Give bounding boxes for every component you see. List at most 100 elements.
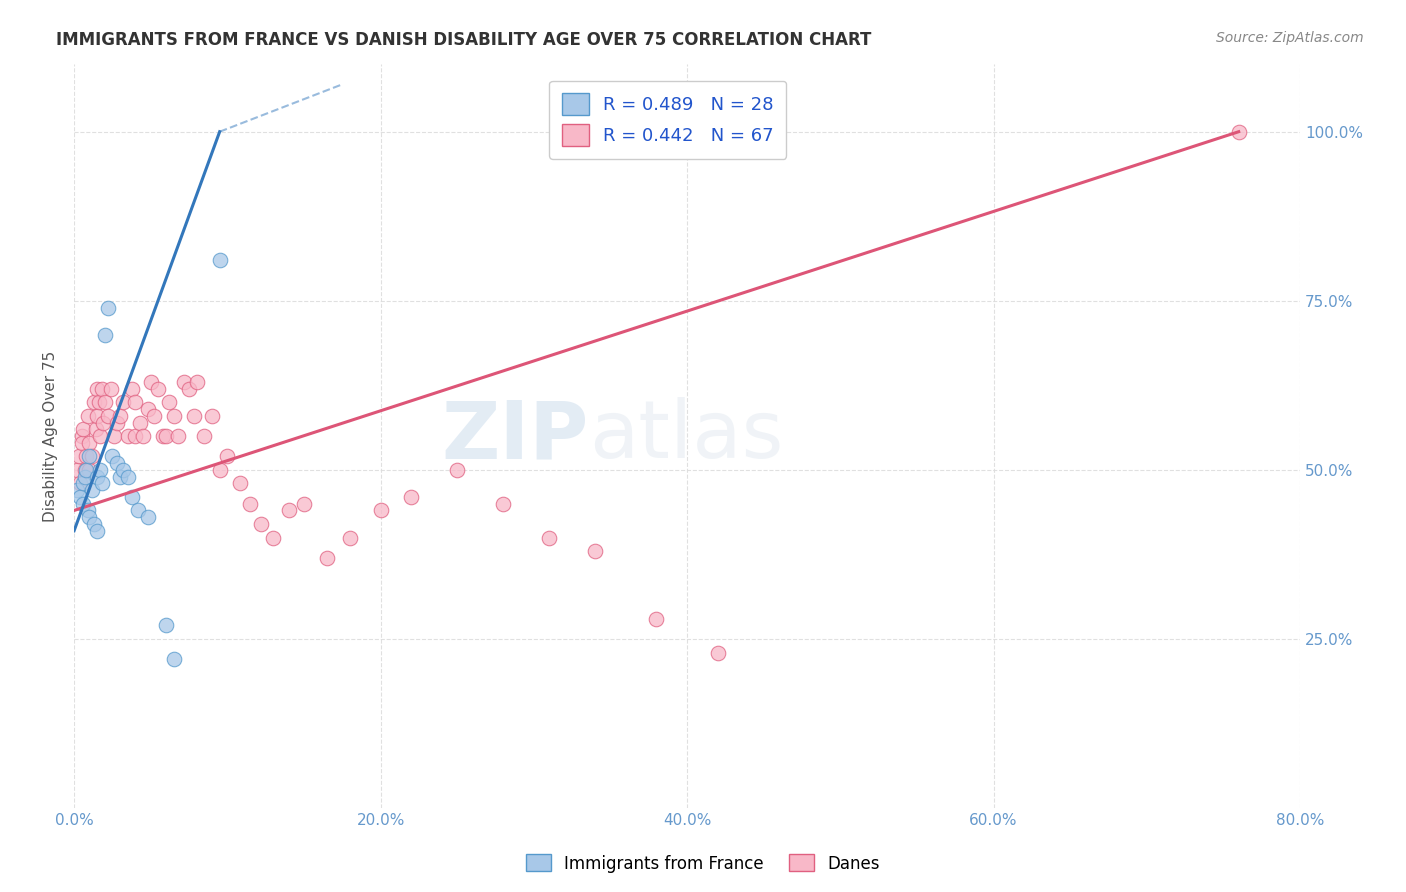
Point <box>69 490 91 504</box>
Point <box>1227 125 1250 139</box>
Point <box>86 524 108 538</box>
Point <box>97 409 120 423</box>
Point <box>112 463 135 477</box>
Point <box>124 395 146 409</box>
Point <box>136 402 159 417</box>
Text: Source: ZipAtlas.com: Source: ZipAtlas.com <box>1216 31 1364 45</box>
Point <box>706 646 728 660</box>
Point <box>93 327 115 342</box>
Point <box>72 497 94 511</box>
Point <box>316 550 339 565</box>
Point <box>370 503 392 517</box>
Point <box>87 395 110 409</box>
Point <box>127 503 149 517</box>
Point <box>399 490 422 504</box>
Legend: Immigrants from France, Danes: Immigrants from France, Danes <box>519 847 887 880</box>
Point <box>132 429 155 443</box>
Point <box>177 382 200 396</box>
Point <box>228 476 250 491</box>
Point <box>136 510 159 524</box>
Point <box>157 395 180 409</box>
Point <box>105 456 128 470</box>
Point <box>82 483 104 498</box>
Point <box>124 429 146 443</box>
Point <box>90 476 112 491</box>
Point <box>645 612 668 626</box>
Point <box>339 531 361 545</box>
Point <box>108 409 131 423</box>
Text: atlas: atlas <box>589 397 783 475</box>
Point <box>142 409 165 423</box>
Point <box>201 409 224 423</box>
Point <box>446 463 468 477</box>
Point <box>70 435 93 450</box>
Point <box>148 382 170 396</box>
Point <box>66 483 89 498</box>
Point <box>117 429 139 443</box>
Point <box>183 409 205 423</box>
Point <box>70 429 93 443</box>
Point <box>69 476 91 491</box>
Point <box>121 382 143 396</box>
Point <box>155 429 177 443</box>
Point <box>97 301 120 315</box>
Point <box>208 463 231 477</box>
Point <box>152 429 174 443</box>
Point <box>208 253 231 268</box>
Point <box>86 409 108 423</box>
Point <box>139 375 162 389</box>
Point <box>72 422 94 436</box>
Point <box>163 652 186 666</box>
Point <box>77 409 100 423</box>
Point <box>108 469 131 483</box>
Point <box>90 382 112 396</box>
Point <box>112 395 135 409</box>
Point <box>121 490 143 504</box>
Point <box>277 503 299 517</box>
Point <box>101 450 124 464</box>
Text: IMMIGRANTS FROM FRANCE VS DANISH DISABILITY AGE OVER 75 CORRELATION CHART: IMMIGRANTS FROM FRANCE VS DANISH DISABIL… <box>56 31 872 49</box>
Point <box>79 463 101 477</box>
Point <box>186 375 208 389</box>
Point <box>72 476 94 491</box>
Point <box>262 531 284 545</box>
Point <box>89 429 111 443</box>
Point <box>79 435 101 450</box>
Point <box>86 469 108 483</box>
Point <box>89 463 111 477</box>
Point <box>67 450 90 464</box>
Point <box>75 450 97 464</box>
Point <box>492 497 515 511</box>
Point <box>250 516 273 531</box>
Point <box>103 429 125 443</box>
Point <box>105 416 128 430</box>
Point <box>82 450 104 464</box>
Point <box>93 395 115 409</box>
Point <box>73 469 96 483</box>
Point <box>239 497 262 511</box>
Point <box>217 450 239 464</box>
Point <box>91 416 114 430</box>
Point <box>100 382 122 396</box>
Point <box>292 497 315 511</box>
Point <box>86 382 108 396</box>
Point <box>117 469 139 483</box>
Legend: R = 0.489   N = 28, R = 0.442   N = 67: R = 0.489 N = 28, R = 0.442 N = 67 <box>548 80 786 159</box>
Point <box>66 463 89 477</box>
Point <box>75 463 97 477</box>
Point <box>583 544 606 558</box>
Point <box>77 503 100 517</box>
Point <box>79 510 101 524</box>
Point <box>129 416 152 430</box>
Point <box>155 618 177 632</box>
Point <box>173 375 195 389</box>
Point <box>163 409 186 423</box>
Point <box>193 429 215 443</box>
Point <box>83 395 105 409</box>
Point <box>79 450 101 464</box>
Text: ZIP: ZIP <box>441 397 589 475</box>
Point <box>73 463 96 477</box>
Y-axis label: Disability Age Over 75: Disability Age Over 75 <box>44 351 58 522</box>
Point <box>84 422 107 436</box>
Point <box>538 531 561 545</box>
